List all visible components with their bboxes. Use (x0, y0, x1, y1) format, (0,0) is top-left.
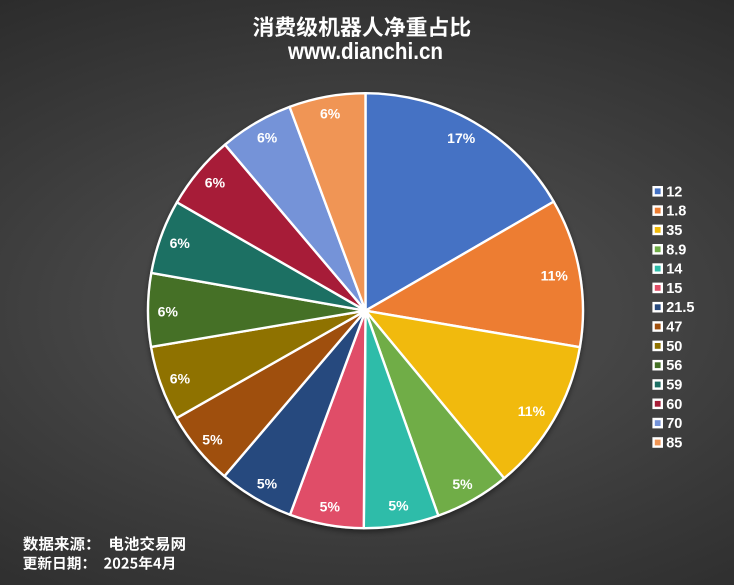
svg-text:6%: 6% (170, 370, 191, 386)
svg-text:11%: 11% (541, 268, 569, 284)
svg-text:47: 47 (666, 320, 682, 336)
svg-text:17%: 17% (447, 130, 476, 146)
svg-text:6%: 6% (170, 235, 191, 251)
svg-text:70: 70 (666, 416, 682, 432)
svg-text:8.9: 8.9 (666, 242, 686, 258)
svg-text:14: 14 (666, 262, 682, 278)
svg-text:5%: 5% (452, 476, 473, 492)
svg-text:www.dianchi.cn: www.dianchi.cn (287, 38, 443, 64)
svg-text:21.5: 21.5 (666, 300, 694, 316)
svg-text:59: 59 (666, 378, 682, 394)
svg-text:12: 12 (666, 184, 682, 200)
svg-text:5%: 5% (388, 498, 409, 514)
svg-text:5%: 5% (202, 431, 223, 447)
svg-text:1.8: 1.8 (666, 204, 686, 220)
svg-text:6%: 6% (257, 129, 278, 145)
svg-text:85: 85 (666, 436, 682, 452)
svg-text:15: 15 (666, 281, 682, 297)
svg-text:60: 60 (666, 397, 682, 413)
svg-text:50: 50 (666, 339, 682, 355)
svg-text:56: 56 (666, 358, 682, 374)
svg-text:6%: 6% (205, 175, 226, 191)
svg-text:6%: 6% (320, 106, 341, 122)
svg-text:11%: 11% (518, 403, 546, 419)
svg-text:5%: 5% (257, 475, 278, 491)
svg-text:35: 35 (666, 223, 682, 239)
svg-text:5%: 5% (320, 498, 341, 514)
svg-text:6%: 6% (158, 303, 179, 319)
